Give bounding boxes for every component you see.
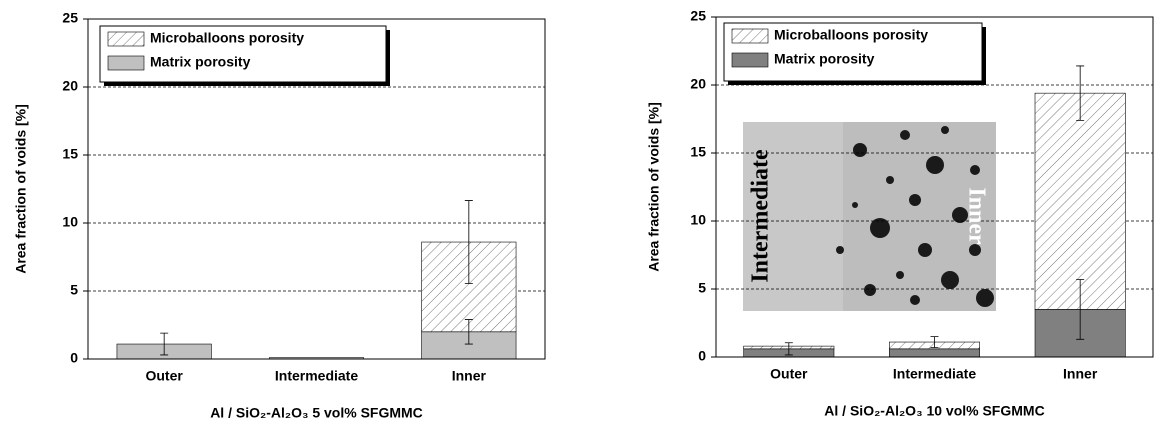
x-axis-label: Al / SiO₂-Al₂O₃ 5 vol% SFGMMC: [210, 405, 423, 421]
legend-swatch: [108, 32, 144, 46]
legend-swatch: [732, 53, 768, 67]
y-tick-label: 20: [690, 76, 706, 92]
x-tick-label: Outer: [770, 366, 808, 382]
y-axis-label: Area fraction of voids [%]: [646, 102, 662, 272]
x-tick-label: Inner: [1063, 366, 1098, 382]
bar-segment: [889, 349, 979, 357]
figure: 0 5 10 15 20 25 Outer Intermediate Inner Al / SiO…: [0, 0, 1169, 428]
legend-label: Microballoons porosity: [774, 27, 928, 43]
inset-label: Inner: [963, 187, 989, 245]
legend-swatch: [732, 29, 768, 43]
bar-segment: [1035, 93, 1125, 309]
inset-label: Intermediate: [748, 149, 774, 283]
y-tick-label: 0: [698, 348, 706, 364]
legend-label: Matrix porosity: [150, 54, 251, 70]
x-tick-label: Inner: [452, 368, 487, 384]
legend-swatch: [108, 56, 144, 70]
y-tick-label: 5: [70, 282, 78, 298]
legend-label: Matrix porosity: [774, 51, 875, 67]
y-tick-label: 15: [62, 146, 78, 162]
y-tick-label: 20: [62, 78, 78, 94]
y-tick-label: 0: [70, 350, 78, 366]
y-tick-label: 25: [690, 8, 706, 24]
legend-label: Microballoons porosity: [150, 30, 304, 46]
inset-micrograph: [743, 122, 996, 311]
x-tick-label: Intermediate: [893, 366, 976, 382]
y-tick-label: 15: [690, 144, 706, 160]
y-tick-label: 5: [698, 280, 706, 296]
x-axis-label: Al / SiO₂-Al₂O₃ 10 vol% SFGMMC: [824, 403, 1044, 419]
y-tick-label: 10: [690, 212, 706, 228]
x-tick-label: Intermediate: [275, 368, 358, 384]
y-axis-label: Area fraction of voids [%]: [13, 104, 29, 274]
x-tick-label: Outer: [145, 368, 183, 384]
y-tick-label: 25: [62, 10, 78, 26]
y-tick-label: 10: [62, 214, 78, 230]
